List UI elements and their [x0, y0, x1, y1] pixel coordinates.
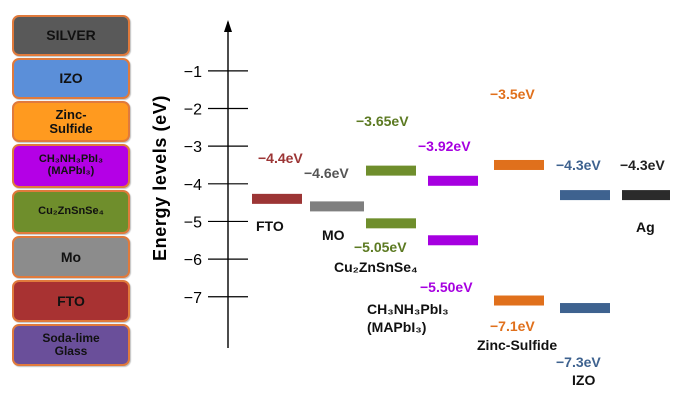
layer-label: SILVER [46, 27, 96, 44]
energy-value-zns-cb: −3.5eV [490, 86, 535, 102]
energy-bar-czts-vb [366, 218, 416, 229]
energy-bar-mo [310, 201, 364, 212]
material-label-fto: FTO [256, 218, 284, 234]
energy-bar-zns-cb [494, 159, 544, 170]
energy-value-ag: −4.3eV [620, 157, 665, 173]
layer-7: Soda-lime Glass [12, 324, 130, 366]
layer-label: CH₃NH₃PbI₃ (MAPbI₃) [38, 153, 104, 177]
axis-tick-label: −6 [184, 252, 202, 269]
axis-arrow-icon [224, 20, 232, 32]
energy-labels: −4.4eV FTO −4.6eV MO −3.65eV −5.05eV Cu₂ZnSnSe… [256, 86, 665, 388]
axis-tick-label: −7 [184, 290, 202, 307]
energy-value-czts-cb: −3.65eV [356, 113, 409, 129]
layer-label: Mo [60, 248, 82, 265]
layer-3: CH₃NH₃PbI₃ (MAPbI₃) [12, 144, 130, 188]
energy-bar-zns-vb [494, 295, 544, 306]
axis-tick-label: −4 [184, 177, 202, 194]
energy-levels [252, 159, 670, 314]
layer-label: Soda-lime Glass [42, 331, 100, 358]
material-label-czts-vb: Cu₂ZnSnSe₄ [334, 259, 418, 275]
layer-label: IZO [59, 70, 83, 87]
material-label-ag: Ag [636, 219, 655, 235]
layer-label: FTO [57, 292, 85, 309]
energy-bar-mapbi-cb [428, 175, 478, 186]
energy-value-mapbi-cb: −3.92eV [418, 138, 471, 154]
layer-5: Mo [12, 236, 130, 278]
energy-value-fto: −4.4eV [258, 150, 303, 166]
energy-value-mapbi-vb: −5.50eV [420, 279, 473, 295]
axis-title: Energy levels (eV) [150, 95, 170, 261]
energy-bar-izo-bottom [560, 303, 610, 314]
energy-bar-ag [622, 190, 670, 201]
axis-tick-label: −5 [184, 214, 202, 231]
layer-2: Zinc- Sulfide [12, 101, 130, 142]
material-label-mo: MO [322, 227, 345, 243]
energy-value-zns-vb: −7.1eV [490, 318, 535, 334]
layer-6: FTO [12, 280, 130, 322]
layer-label: Cu₂ZnSnSe₄ [38, 205, 104, 218]
layer-1: IZO [12, 58, 130, 99]
material-label-zns-vb: Zinc-Sulfide [477, 337, 557, 353]
energy-bar-izo-top [560, 190, 610, 201]
energy-bar-czts-cb [366, 165, 416, 176]
material-label-izo-bottom: IZO [572, 372, 595, 388]
energy-value-izo-bottom: −7.3eV [556, 354, 601, 370]
energy-value-izo-top: −4.3eV [556, 157, 601, 173]
energy-bar-fto [252, 193, 302, 204]
energy-bar-mapbi-vb [428, 235, 478, 246]
layer-0: SILVER [12, 15, 130, 56]
material-label-mapbi-vb: CH₃NH₃PbI₃ (MAPbI₃) [367, 301, 449, 335]
layer-4: Cu₂ZnSnSe₄ [12, 190, 130, 234]
layer-label: Zinc- Sulfide [49, 106, 93, 136]
axis-tick-label: −3 [184, 139, 202, 156]
axis-tick-label: −2 [184, 102, 202, 119]
energy-axis: −1 −2 −3 −4 −5 −6 −7 Energy levels (eV) [150, 20, 248, 348]
energy-value-czts-vb: −5.05eV [354, 239, 407, 255]
energy-value-mo: −4.6eV [304, 165, 349, 181]
axis-tick-label: −1 [184, 64, 202, 81]
